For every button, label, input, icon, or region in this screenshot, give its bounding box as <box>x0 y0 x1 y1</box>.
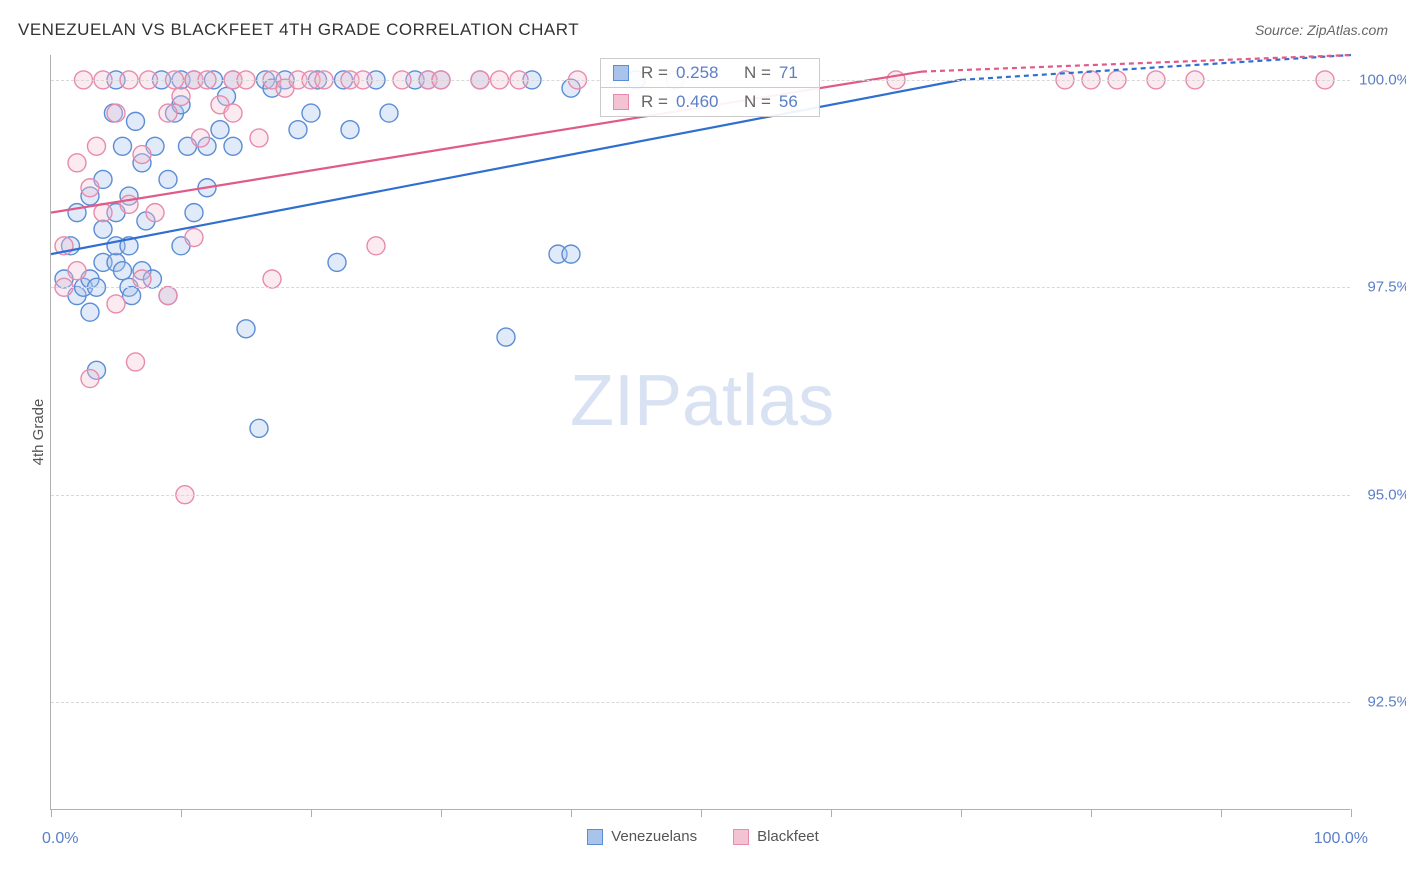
x-tick <box>701 809 702 817</box>
n-value: 71 <box>779 63 807 83</box>
stats-row: R = 0.258 N = 71 <box>601 59 819 87</box>
legend: Venezuelans Blackfeet <box>0 828 1406 845</box>
data-point <box>172 87 190 105</box>
r-label: R = <box>641 92 668 112</box>
data-point <box>367 237 385 255</box>
data-point <box>211 121 229 139</box>
source-attribution: Source: ZipAtlas.com <box>1255 22 1388 38</box>
chart-plot-area: 92.5%95.0%97.5%100.0% <box>50 55 1350 810</box>
data-point <box>94 220 112 238</box>
r-value: 0.460 <box>676 92 732 112</box>
data-point <box>237 320 255 338</box>
data-point <box>192 129 210 147</box>
gridline <box>51 495 1350 496</box>
r-value: 0.258 <box>676 63 732 83</box>
y-tick-label: 100.0% <box>1355 71 1406 88</box>
y-tick-label: 95.0% <box>1355 486 1406 503</box>
x-tick <box>961 809 962 817</box>
data-point <box>263 270 281 288</box>
data-point <box>380 104 398 122</box>
data-point <box>88 137 106 155</box>
data-point <box>185 204 203 222</box>
legend-item: Venezuelans <box>587 828 697 845</box>
data-point <box>341 121 359 139</box>
y-axis-label: 4th Grade <box>30 399 47 466</box>
data-point <box>562 245 580 263</box>
chart-svg <box>51 55 1350 809</box>
x-tick <box>1351 809 1352 817</box>
data-point <box>328 253 346 271</box>
data-point <box>224 137 242 155</box>
x-tick <box>1221 809 1222 817</box>
data-point <box>114 262 132 280</box>
legend-item: Blackfeet <box>733 828 819 845</box>
data-point <box>133 270 151 288</box>
data-point <box>133 146 151 164</box>
n-label: N = <box>744 63 771 83</box>
data-point <box>127 353 145 371</box>
data-point <box>250 419 268 437</box>
data-point <box>107 104 125 122</box>
x-tick <box>571 809 572 817</box>
series-swatch <box>613 65 629 81</box>
data-point <box>81 370 99 388</box>
data-point <box>81 179 99 197</box>
data-point <box>185 229 203 247</box>
gridline <box>51 287 1350 288</box>
gridline <box>51 702 1350 703</box>
legend-swatch <box>733 829 749 845</box>
x-tick <box>441 809 442 817</box>
y-tick-label: 92.5% <box>1355 694 1406 711</box>
data-point <box>146 204 164 222</box>
data-point <box>159 104 177 122</box>
data-point <box>114 137 132 155</box>
data-point <box>159 287 177 305</box>
data-point <box>68 262 86 280</box>
data-point <box>302 104 320 122</box>
x-tick <box>1091 809 1092 817</box>
data-point <box>289 121 307 139</box>
data-point <box>250 129 268 147</box>
x-tick <box>831 809 832 817</box>
series-swatch <box>613 94 629 110</box>
n-value: 56 <box>779 92 807 112</box>
stats-row: R = 0.460 N = 56 <box>601 87 819 116</box>
data-point <box>497 328 515 346</box>
legend-swatch <box>587 829 603 845</box>
legend-label: Venezuelans <box>611 828 697 845</box>
x-tick <box>311 809 312 817</box>
data-point <box>127 112 145 130</box>
x-tick <box>51 809 52 817</box>
legend-label: Blackfeet <box>757 828 819 845</box>
data-point <box>224 104 242 122</box>
correlation-stats-box: R = 0.258 N = 71 R = 0.460 N = 56 <box>600 58 820 117</box>
data-point <box>81 303 99 321</box>
data-point <box>107 295 125 313</box>
n-label: N = <box>744 92 771 112</box>
y-tick-label: 97.5% <box>1355 279 1406 296</box>
data-point <box>68 154 86 172</box>
x-tick <box>181 809 182 817</box>
chart-title: VENEZUELAN VS BLACKFEET 4TH GRADE CORREL… <box>18 20 579 40</box>
r-label: R = <box>641 63 668 83</box>
data-point <box>159 170 177 188</box>
